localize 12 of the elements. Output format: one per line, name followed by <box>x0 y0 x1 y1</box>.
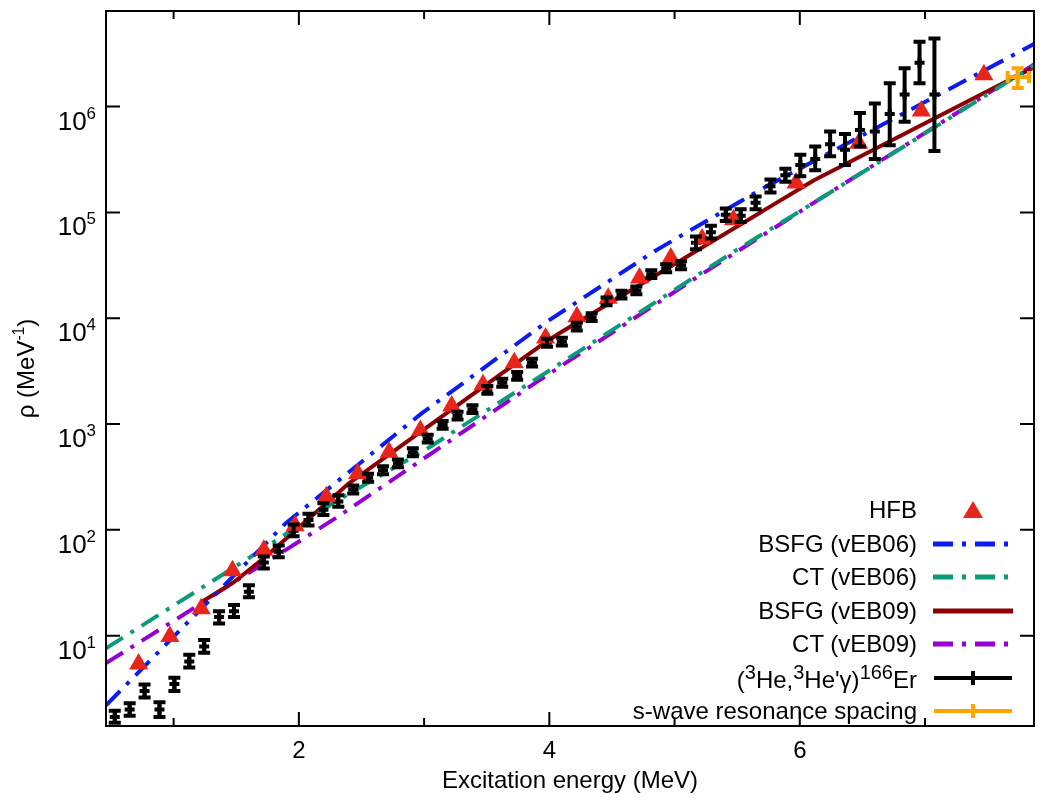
legend-label: s-wave resonance spacing <box>632 697 917 726</box>
x-tick-label: 4 <box>542 736 557 763</box>
legend-label: HFB <box>869 496 917 525</box>
legend-label: CT (vEB09) <box>792 630 917 659</box>
x-tick-label: 6 <box>793 736 807 763</box>
legend-label: BSFG (vEB09) <box>758 596 917 625</box>
y-axis-title: ρ (MeV-1) <box>9 318 39 419</box>
legend-label: BSFG (vEB06) <box>758 529 917 558</box>
legend-label: CT (vEB06) <box>792 563 917 592</box>
x-axis-title: Excitation energy (MeV) <box>441 766 699 793</box>
x-tick-label: 2 <box>292 736 306 763</box>
legend-label: ($^{3}$He,$^{3}$He'γ)$^{166}$Er <box>736 661 917 695</box>
